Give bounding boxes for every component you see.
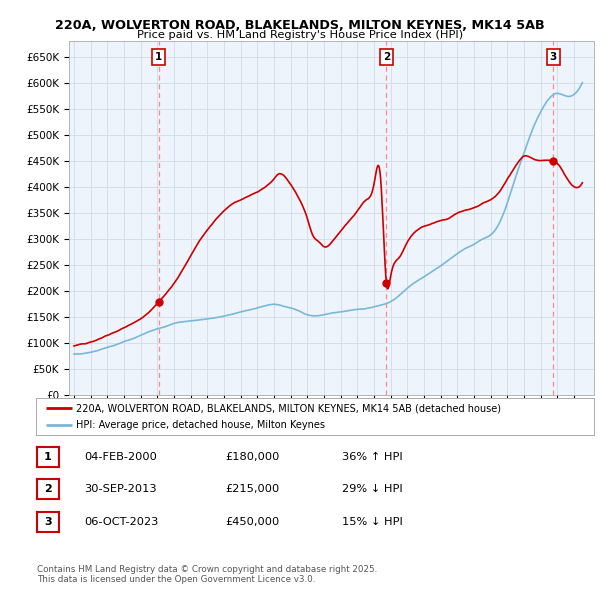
Text: 3: 3 <box>550 52 557 62</box>
Text: 2: 2 <box>44 484 52 494</box>
Text: Contains HM Land Registry data © Crown copyright and database right 2025.
This d: Contains HM Land Registry data © Crown c… <box>37 565 377 584</box>
Text: 220A, WOLVERTON ROAD, BLAKELANDS, MILTON KEYNES, MK14 5AB: 220A, WOLVERTON ROAD, BLAKELANDS, MILTON… <box>55 19 545 32</box>
Text: 1: 1 <box>155 52 162 62</box>
Text: 2: 2 <box>383 52 390 62</box>
Text: 220A, WOLVERTON ROAD, BLAKELANDS, MILTON KEYNES, MK14 5AB (detached house): 220A, WOLVERTON ROAD, BLAKELANDS, MILTON… <box>76 404 501 413</box>
Text: £215,000: £215,000 <box>225 484 279 494</box>
Text: 04-FEB-2000: 04-FEB-2000 <box>84 452 157 462</box>
Text: HPI: Average price, detached house, Milton Keynes: HPI: Average price, detached house, Milt… <box>76 421 325 430</box>
Text: £450,000: £450,000 <box>225 517 279 527</box>
Text: 3: 3 <box>44 517 52 527</box>
Text: Price paid vs. HM Land Registry's House Price Index (HPI): Price paid vs. HM Land Registry's House … <box>137 30 463 40</box>
Text: 30-SEP-2013: 30-SEP-2013 <box>84 484 157 494</box>
Text: 15% ↓ HPI: 15% ↓ HPI <box>342 517 403 527</box>
Text: 06-OCT-2023: 06-OCT-2023 <box>84 517 158 527</box>
Text: 29% ↓ HPI: 29% ↓ HPI <box>342 484 403 494</box>
Text: 36% ↑ HPI: 36% ↑ HPI <box>342 452 403 462</box>
Text: £180,000: £180,000 <box>225 452 280 462</box>
Text: 1: 1 <box>44 452 52 462</box>
